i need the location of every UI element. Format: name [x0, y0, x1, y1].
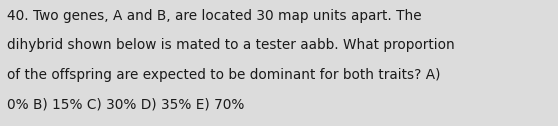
- Text: 40. Two genes, A and B, are located 30 map units apart. The: 40. Two genes, A and B, are located 30 m…: [7, 9, 421, 23]
- Text: dihybrid shown below is mated to a tester aabb. What proportion: dihybrid shown below is mated to a teste…: [7, 38, 454, 52]
- Text: of the offspring are expected to be dominant for both traits? A): of the offspring are expected to be domi…: [7, 68, 440, 82]
- Text: 0% B) 15% C) 30% D) 35% E) 70%: 0% B) 15% C) 30% D) 35% E) 70%: [7, 98, 244, 112]
